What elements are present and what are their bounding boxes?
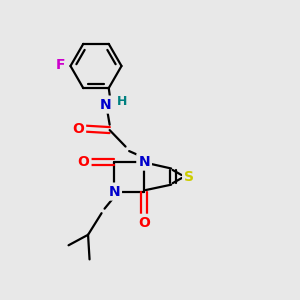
Text: N: N — [138, 154, 150, 169]
Text: O: O — [72, 122, 84, 136]
Text: N: N — [100, 98, 112, 112]
Text: N: N — [108, 184, 120, 199]
Text: O: O — [78, 154, 89, 169]
Text: H: H — [116, 95, 127, 108]
Text: O: O — [138, 216, 150, 230]
Text: S: S — [184, 169, 194, 184]
Text: F: F — [56, 58, 66, 72]
